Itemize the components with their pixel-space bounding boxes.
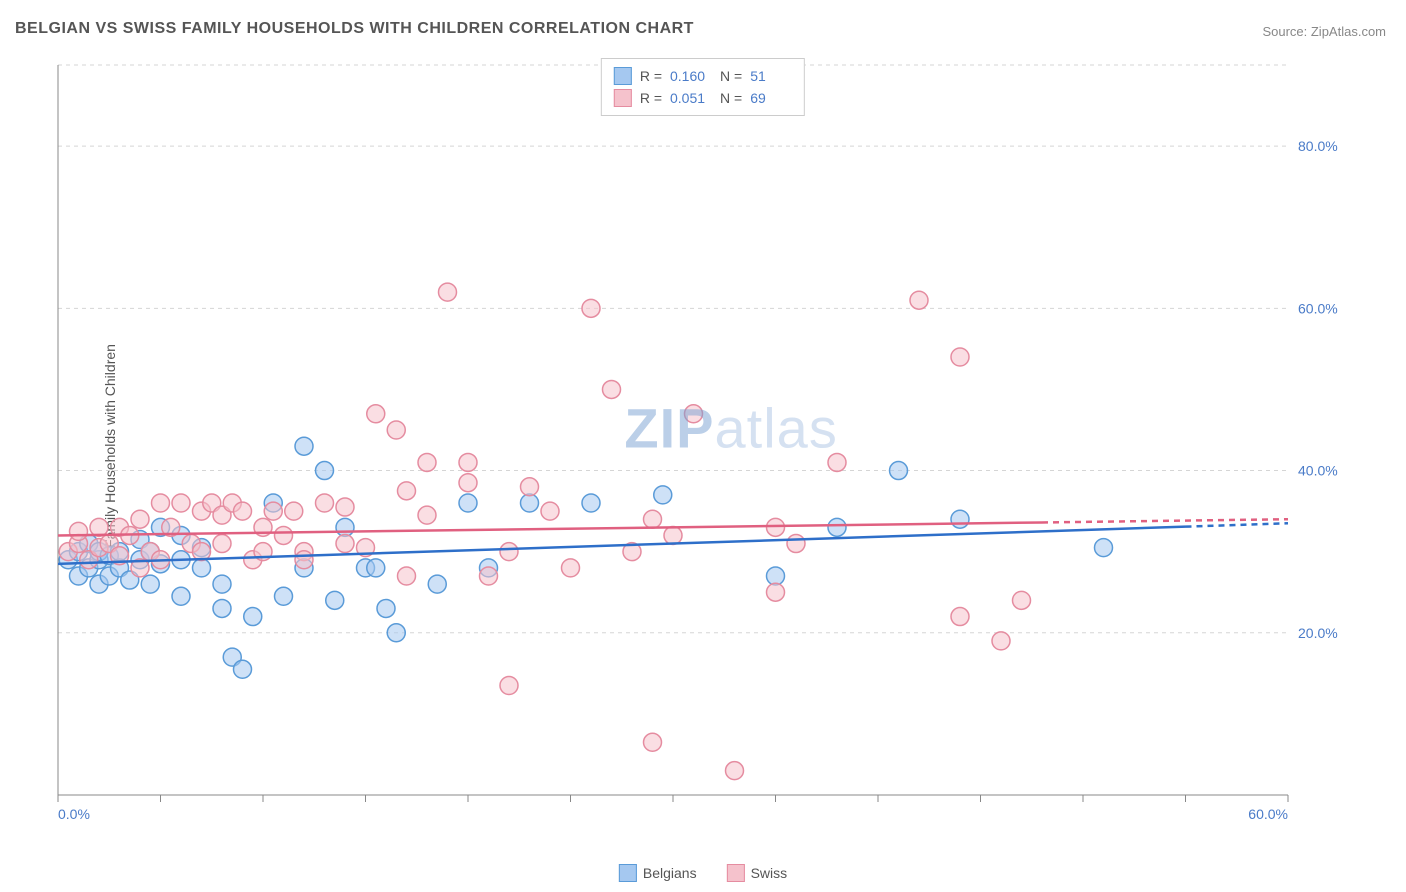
legend-label: Swiss [751, 865, 788, 881]
stats-row: R = 0.051 N = 69 [614, 87, 792, 109]
svg-text:20.0%: 20.0% [1298, 625, 1338, 641]
swatch-icon [619, 864, 637, 882]
svg-text:0.0%: 0.0% [58, 806, 90, 822]
n-label: N = [720, 68, 742, 84]
n-value: 69 [750, 90, 792, 106]
n-label: N = [720, 90, 742, 106]
svg-text:40.0%: 40.0% [1298, 463, 1338, 479]
r-label: R = [640, 68, 662, 84]
chart-svg: 20.0% 40.0% 60.0% 80.0% 0.0% 60.0% [48, 55, 1348, 835]
stats-legend-box: R = 0.160 N = 51 R = 0.051 N = 69 [601, 58, 805, 116]
svg-text:80.0%: 80.0% [1298, 138, 1338, 154]
chart-title: BELGIAN VS SWISS FAMILY HOUSEHOLDS WITH … [15, 20, 694, 38]
legend-bottom: Belgians Swiss [619, 864, 787, 882]
swatch-icon [614, 89, 632, 107]
r-value: 0.051 [670, 90, 712, 106]
r-value: 0.160 [670, 68, 712, 84]
legend-label: Belgians [643, 865, 697, 881]
source-label: Source: ZipAtlas.com [1262, 24, 1386, 39]
swatch-icon [727, 864, 745, 882]
svg-text:60.0%: 60.0% [1248, 806, 1288, 822]
svg-text:60.0%: 60.0% [1298, 300, 1338, 316]
r-label: R = [640, 90, 662, 106]
legend-item: Belgians [619, 864, 697, 882]
swatch-icon [614, 67, 632, 85]
legend-item: Swiss [727, 864, 788, 882]
n-value: 51 [750, 68, 792, 84]
chart-plot: 20.0% 40.0% 60.0% 80.0% 0.0% 60.0% [48, 55, 1348, 835]
stats-row: R = 0.160 N = 51 [614, 65, 792, 87]
